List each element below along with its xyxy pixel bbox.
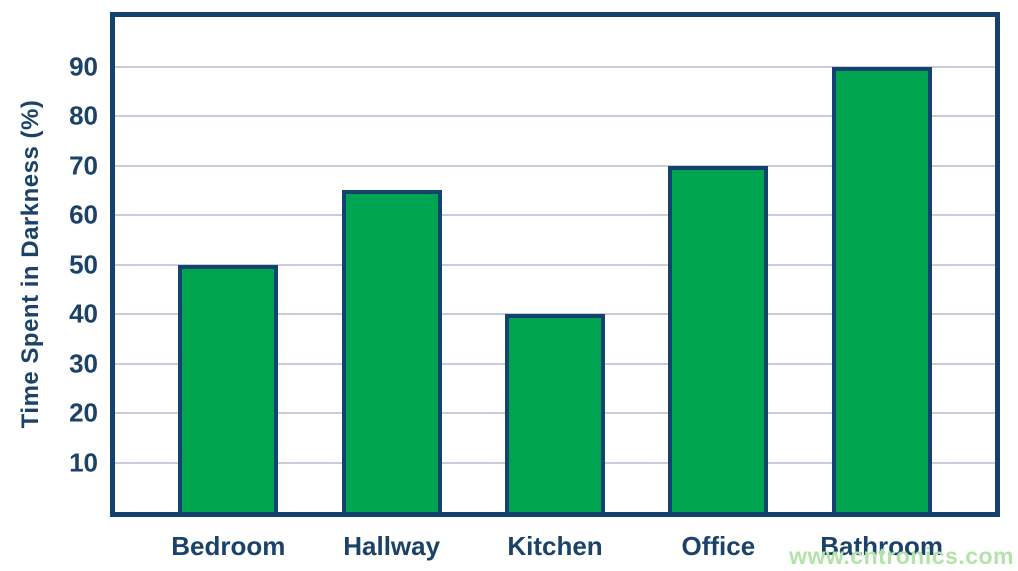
gridline: [115, 263, 995, 266]
y-axis-tick-labels: 10 20 30 40 50 60 70 80 90: [0, 17, 98, 512]
gridline: [115, 214, 995, 216]
y-tick-label: 90: [69, 51, 98, 81]
gridline: [115, 164, 995, 167]
x-category-label: Bathroom: [820, 531, 944, 561]
plot-area: [110, 12, 1000, 517]
x-category-label: Bedroom: [171, 531, 286, 561]
x-category-label: Office: [681, 531, 756, 561]
y-tick-label: 50: [69, 249, 98, 279]
y-tick-label: 40: [69, 298, 98, 329]
gridline: [115, 115, 995, 117]
y-tick-label: 20: [69, 397, 98, 428]
plot-area-inner: [115, 17, 995, 512]
bar-bathroom: [831, 66, 932, 512]
x-category-label: Kitchen: [507, 531, 603, 561]
x-category-label: Hallway: [343, 531, 441, 561]
bar-bedroom: [178, 264, 279, 512]
bar-kitchen: [505, 314, 605, 512]
y-tick-label: 70: [69, 150, 98, 180]
gridline: [115, 65, 995, 68]
bar-office: [668, 165, 769, 512]
y-tick-label: 30: [69, 348, 98, 378]
watermark-text: www.cntronics.com: [789, 543, 1014, 569]
bar-hallway: [341, 190, 442, 512]
y-tick-label: 10: [69, 447, 98, 477]
y-tick-label: 80: [69, 100, 98, 131]
x-axis-category-labels: Bedroom Hallway Kitchen Office Bathroom: [115, 531, 995, 565]
y-tick-label: 60: [69, 199, 98, 230]
